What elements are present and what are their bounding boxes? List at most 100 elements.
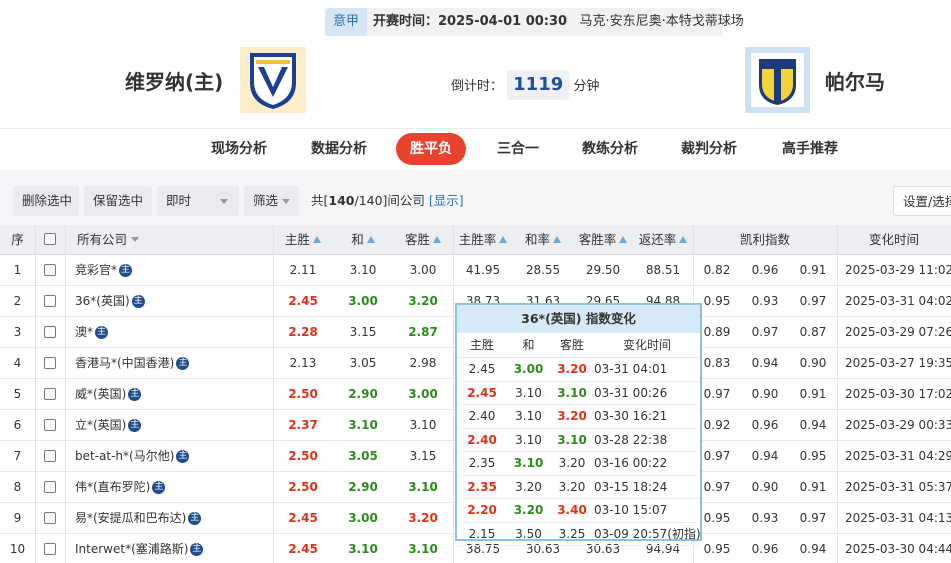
column-header[interactable]: 主胜率 <box>453 225 513 255</box>
badge: 主 <box>128 388 142 401</box>
row-number: 3 <box>13 325 22 339</box>
rate: 29.50 <box>585 263 621 277</box>
column-header[interactable]: 和率 <box>513 225 573 255</box>
kelly: 0.93 <box>751 511 779 525</box>
tab[interactable]: 现场分析 <box>211 141 267 157</box>
popup-time: 03-15 18:24 <box>594 479 668 494</box>
row-checkbox[interactable] <box>44 450 56 462</box>
badge: 主 <box>190 543 204 556</box>
sort-icon <box>131 237 140 242</box>
popup-odds: 2.20 <box>467 503 497 517</box>
popup-row <box>457 405 700 429</box>
row-checkbox[interactable] <box>44 419 56 431</box>
row-number: 5 <box>13 387 22 401</box>
popup-time: 03-30 16:21 <box>594 409 668 423</box>
company-name[interactable]: 伟*(直布罗陀) <box>75 480 151 494</box>
company-name[interactable]: 威*(英国) <box>75 387 127 401</box>
popup-odds: 2.35 <box>467 479 497 494</box>
company-name[interactable]: Interwet*(塞浦路斯) <box>75 542 189 556</box>
odds: 2.45 <box>288 511 318 525</box>
odds: 2.11 <box>289 263 317 277</box>
company: 伟*(直布罗陀) 主 <box>65 472 273 503</box>
tab[interactable]: 三合一 <box>497 141 539 157</box>
company: 澳* 主 <box>65 317 273 348</box>
odds: 2.45 <box>288 542 318 556</box>
popup-row <box>457 523 700 546</box>
popup-odds: 2.15 <box>468 526 496 541</box>
row-checkbox[interactable] <box>44 481 56 493</box>
column-header: 序 <box>0 225 35 255</box>
league: 意甲 <box>325 8 367 36</box>
change-time: 2025-03-30 04:44 <box>845 542 951 556</box>
kelly: 0.97 <box>703 480 731 494</box>
venue: 马克·安东尼奥·本特戈蒂球场 <box>579 14 744 29</box>
row-checkbox[interactable] <box>44 326 56 338</box>
popup-odds: 2.40 <box>467 432 497 447</box>
kickoff-info: 开赛时间：2025-04-01 00:30 马克·安东尼奥·本特戈蒂球场 <box>373 8 744 36</box>
popup-odds: 3.10 <box>515 432 542 447</box>
company-name[interactable]: 易*(安提瓜和巴布达) <box>75 511 187 525</box>
tab[interactable]: 胜平负 <box>396 133 466 165</box>
row-checkbox[interactable] <box>44 543 56 555</box>
caret <box>282 199 290 204</box>
kelly: 0.94 <box>799 418 827 432</box>
home-team: 维罗纳(主) <box>125 70 224 94</box>
countdown-label: 倒计时： <box>451 79 504 94</box>
row-checkbox[interactable] <box>44 295 56 307</box>
row-checkbox[interactable] <box>44 264 56 276</box>
header-text: 所有公司 <box>77 232 128 247</box>
settings-button[interactable]: 设置/选择 <box>893 186 951 216</box>
show-link[interactable]: [显示] <box>428 193 464 208</box>
odds: 3.05 <box>349 356 377 370</box>
kickoff-label: 开赛时间： <box>373 14 439 29</box>
column-header[interactable]: 主胜 <box>273 225 333 255</box>
company-name[interactable]: 36*(英国) <box>75 294 130 308</box>
company-name[interactable]: 香港马*(中国香港) <box>75 356 175 370</box>
company: 竞彩官* 主 <box>65 255 273 286</box>
change-time: 2025-03-31 05:37 <box>845 480 951 494</box>
row-checkbox[interactable] <box>44 512 56 524</box>
kelly: 0.93 <box>751 294 779 308</box>
tab[interactable]: 高手推荐 <box>782 141 838 157</box>
popup-row <box>457 499 700 523</box>
kelly: 0.91 <box>799 387 827 401</box>
column-header[interactable]: 返还率 <box>633 225 693 255</box>
countdown-unit: 分钟 <box>573 79 600 94</box>
header-text: 和 <box>351 232 364 247</box>
popup-row <box>457 476 700 499</box>
row-number: 1 <box>13 263 22 277</box>
popup-odds: 2.40 <box>468 409 496 423</box>
delete-button[interactable]: 删除选中 <box>13 186 79 216</box>
row-checkbox[interactable] <box>44 388 56 400</box>
popup-odds: 3.25 <box>558 526 586 541</box>
company-name[interactable]: 立*(英国) <box>75 418 127 432</box>
keep-button[interactable]: 保留选中 <box>84 186 152 216</box>
column-header[interactable]: 客胜 <box>393 225 453 255</box>
company-name[interactable]: 竞彩官* <box>75 263 118 277</box>
kelly: 0.95 <box>703 542 731 556</box>
header-text: 客胜率 <box>578 232 617 247</box>
count-suffix: /140]间公司 <box>354 193 425 208</box>
company-count: 共[140/140]间公司 [显示] <box>311 186 464 216</box>
select-all-checkbox[interactable] <box>44 233 56 245</box>
company-name[interactable]: bet-at-h*(马尔他) <box>75 449 175 463</box>
row-checkbox[interactable] <box>44 357 56 369</box>
kelly: 0.90 <box>751 387 779 401</box>
tab[interactable]: 裁判分析 <box>681 141 737 157</box>
company-name[interactable]: 澳* <box>75 325 94 339</box>
mode-select[interactable]: 即时 <box>157 186 239 216</box>
column-header[interactable]: 所有公司 <box>65 225 273 255</box>
filter-select[interactable]: 筛选 <box>244 186 299 216</box>
badge: 主 <box>131 295 145 308</box>
tab[interactable]: 数据分析 <box>311 141 367 157</box>
odds: 2.37 <box>288 418 318 432</box>
tab[interactable]: 教练分析 <box>582 141 638 157</box>
row-number: 10 <box>9 542 26 556</box>
column-header[interactable]: 和 <box>333 225 393 255</box>
row-number: 7 <box>13 449 22 463</box>
column-header[interactable]: 客胜率 <box>573 225 633 255</box>
row-number: 2 <box>13 294 22 308</box>
odds: 2.87 <box>408 325 438 339</box>
sort-icon <box>619 236 628 243</box>
